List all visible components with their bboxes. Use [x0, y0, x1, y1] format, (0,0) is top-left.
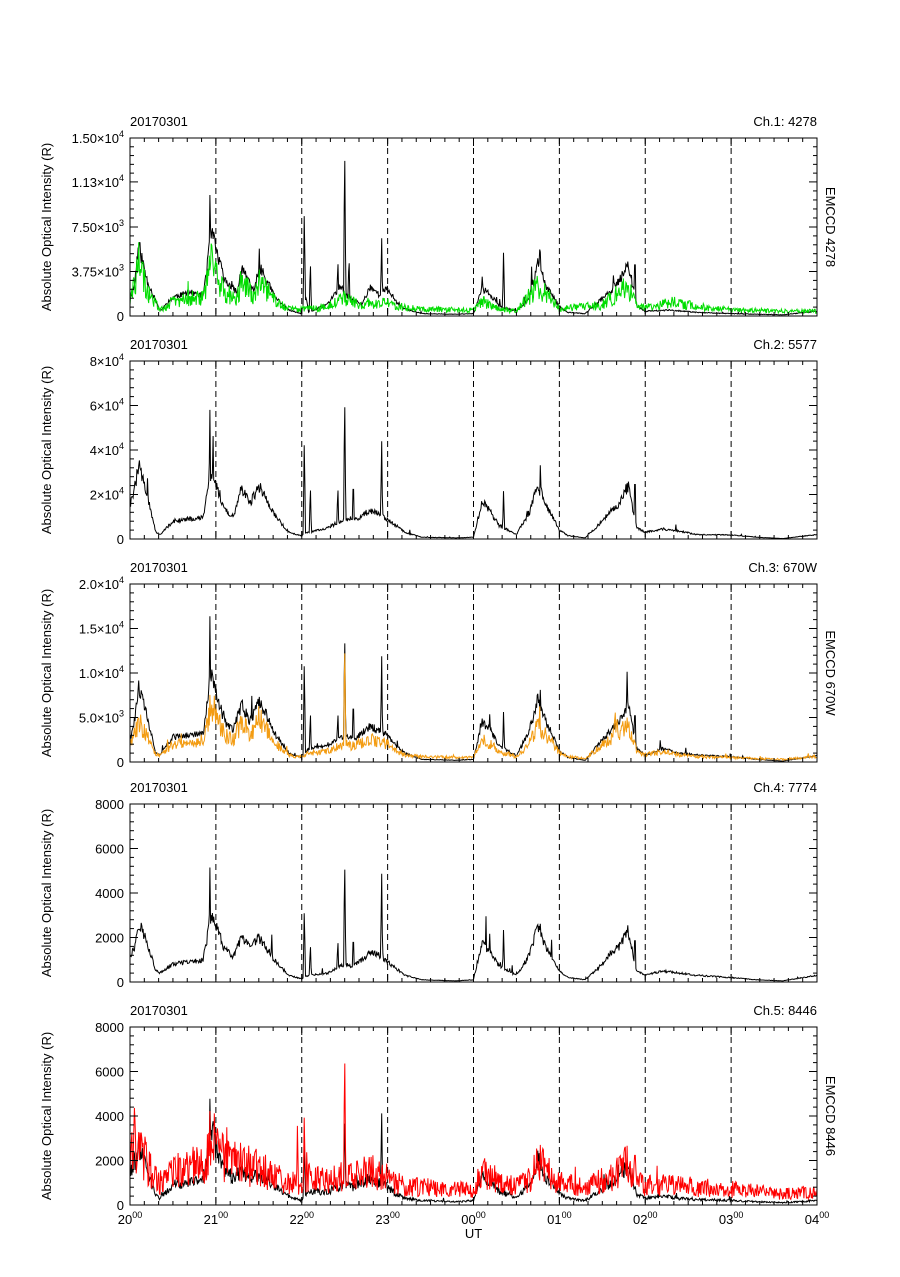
- y-tick-label: 6×104: [90, 397, 124, 414]
- y-axis-label: Absolute Optical Intensity (R): [39, 589, 54, 757]
- y-tick-label: 6000: [95, 1065, 124, 1080]
- x-tick-label: 0100: [547, 1210, 571, 1227]
- channel-label: Ch.3: 670W: [748, 560, 817, 575]
- x-tick-label: 2300: [375, 1210, 399, 1227]
- y-tick-label: 8×104: [90, 352, 124, 369]
- y-tick-label: 0: [117, 975, 124, 990]
- y-tick-label: 4000: [95, 886, 124, 901]
- y-tick-label: 2000: [95, 931, 124, 946]
- date-label: 20170301: [130, 1003, 188, 1018]
- x-tick-label: 0400: [805, 1210, 829, 1227]
- y-tick-label: 0: [117, 532, 124, 547]
- y-tick-label: 4×104: [90, 441, 124, 458]
- y-tick-label: 8000: [95, 1020, 124, 1035]
- y-tick-label: 1.0×104: [79, 664, 124, 681]
- y-tick-label: 6000: [95, 842, 124, 857]
- date-label: 20170301: [130, 780, 188, 795]
- series-line-2: [129, 1063, 818, 1201]
- y-tick-label: 7.50×103: [72, 218, 124, 235]
- y-tick-label: 2×104: [90, 486, 124, 503]
- x-tick-label: 0300: [719, 1210, 743, 1227]
- x-tick-label: 2100: [204, 1210, 228, 1227]
- y-tick-label: 1.5×104: [79, 620, 124, 637]
- date-label: 20170301: [130, 337, 188, 352]
- channel-label: Ch.2: 5577: [753, 337, 817, 352]
- series-line-2: [129, 242, 818, 315]
- y-tick-label: 2.0×104: [79, 575, 124, 592]
- y-tick-label: 0: [117, 309, 124, 324]
- date-label: 20170301: [130, 114, 188, 129]
- y-tick-label: 0: [117, 755, 124, 770]
- panel-4: 20170301 Ch.4: 7774 0 2000 4000 6000 8000 Absol…: [39, 780, 818, 990]
- panel-1: 20170301 Ch.1: 4278 0 3.75×103 7.50×103 1.13×…: [39, 114, 838, 324]
- x-tick-label: 0000: [461, 1210, 485, 1227]
- y-tick-label: 1.13×104: [72, 173, 124, 190]
- y-axis-label: Absolute Optical Intensity (R): [39, 143, 54, 311]
- y-tick-label: 1.50×104: [72, 129, 124, 146]
- channel-label: Ch.1: 4278: [753, 114, 817, 129]
- overlay-label: EMCCD 670W: [823, 630, 838, 716]
- panel-5: 20170301 Ch.5: 8446 0 2000 4000 6000 8000 Absol…: [39, 1003, 838, 1213]
- y-axis-label: Absolute Optical Intensity (R): [39, 809, 54, 977]
- panel-2: 20170301 Ch.2: 5577 0 2×104 4×104 6×104 8×104 A…: [39, 337, 818, 547]
- x-tick-label: 2000: [118, 1210, 142, 1227]
- overlay-label: EMCCD 8446: [823, 1076, 838, 1156]
- channel-label: Ch.5: 8446: [753, 1003, 817, 1018]
- y-tick-label: 4000: [95, 1109, 124, 1124]
- x-tick-label: 0200: [633, 1210, 657, 1227]
- panel-3: 20170301 Ch.3: 670W 0 5.0×103 1.0×104 1.5×104…: [39, 560, 838, 770]
- x-axis-label: UT: [465, 1226, 482, 1241]
- y-tick-label: 8000: [95, 797, 124, 812]
- y-tick-label: 2000: [95, 1154, 124, 1169]
- overlay-label: EMCCD 4278: [823, 187, 838, 267]
- date-label: 20170301: [130, 560, 188, 575]
- y-axis-label: Absolute Optical Intensity (R): [39, 1032, 54, 1200]
- y-tick-label: 3.75×103: [72, 263, 124, 280]
- x-tick-label: 2200: [290, 1210, 314, 1227]
- y-axis-label: Absolute Optical Intensity (R): [39, 366, 54, 534]
- y-tick-label: 5.0×103: [79, 709, 124, 726]
- y-tick-label: 0: [117, 1198, 124, 1213]
- channel-label: Ch.4: 7774: [753, 780, 817, 795]
